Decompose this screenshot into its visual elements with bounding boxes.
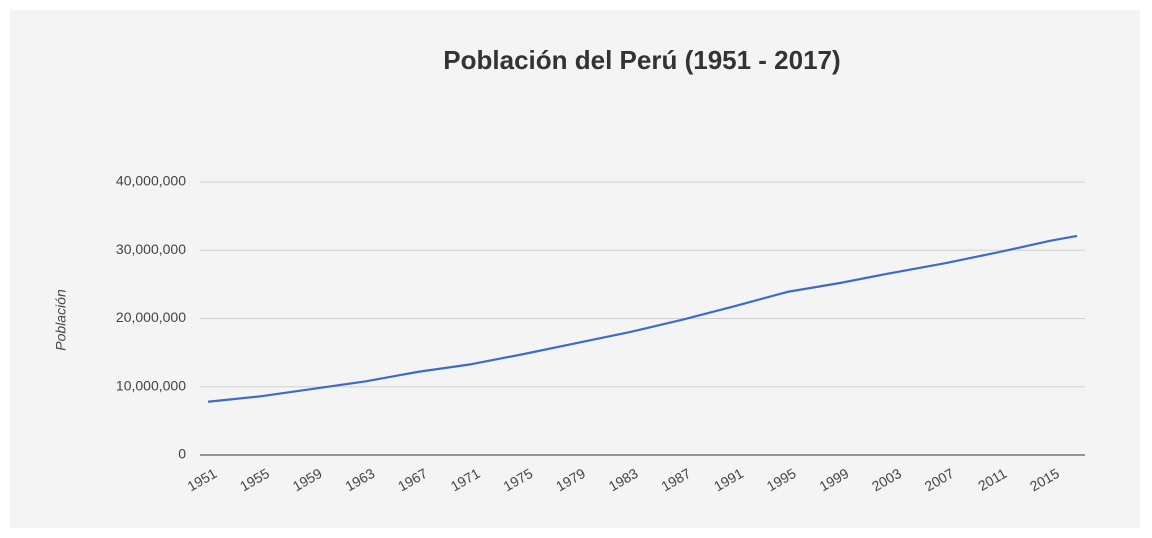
y-tick-label: 0 [178,446,186,462]
y-tick-label: 10,000,000 [116,377,186,393]
chart-background [10,10,1140,528]
chart-title: Población del Perú (1951 - 2017) [443,45,840,75]
y-tick-label: 30,000,000 [116,241,186,257]
y-tick-label: 40,000,000 [116,173,186,189]
y-tick-label: 20,000,000 [116,309,186,325]
y-axis-label: Población [53,289,69,351]
line [207,234,1078,403]
